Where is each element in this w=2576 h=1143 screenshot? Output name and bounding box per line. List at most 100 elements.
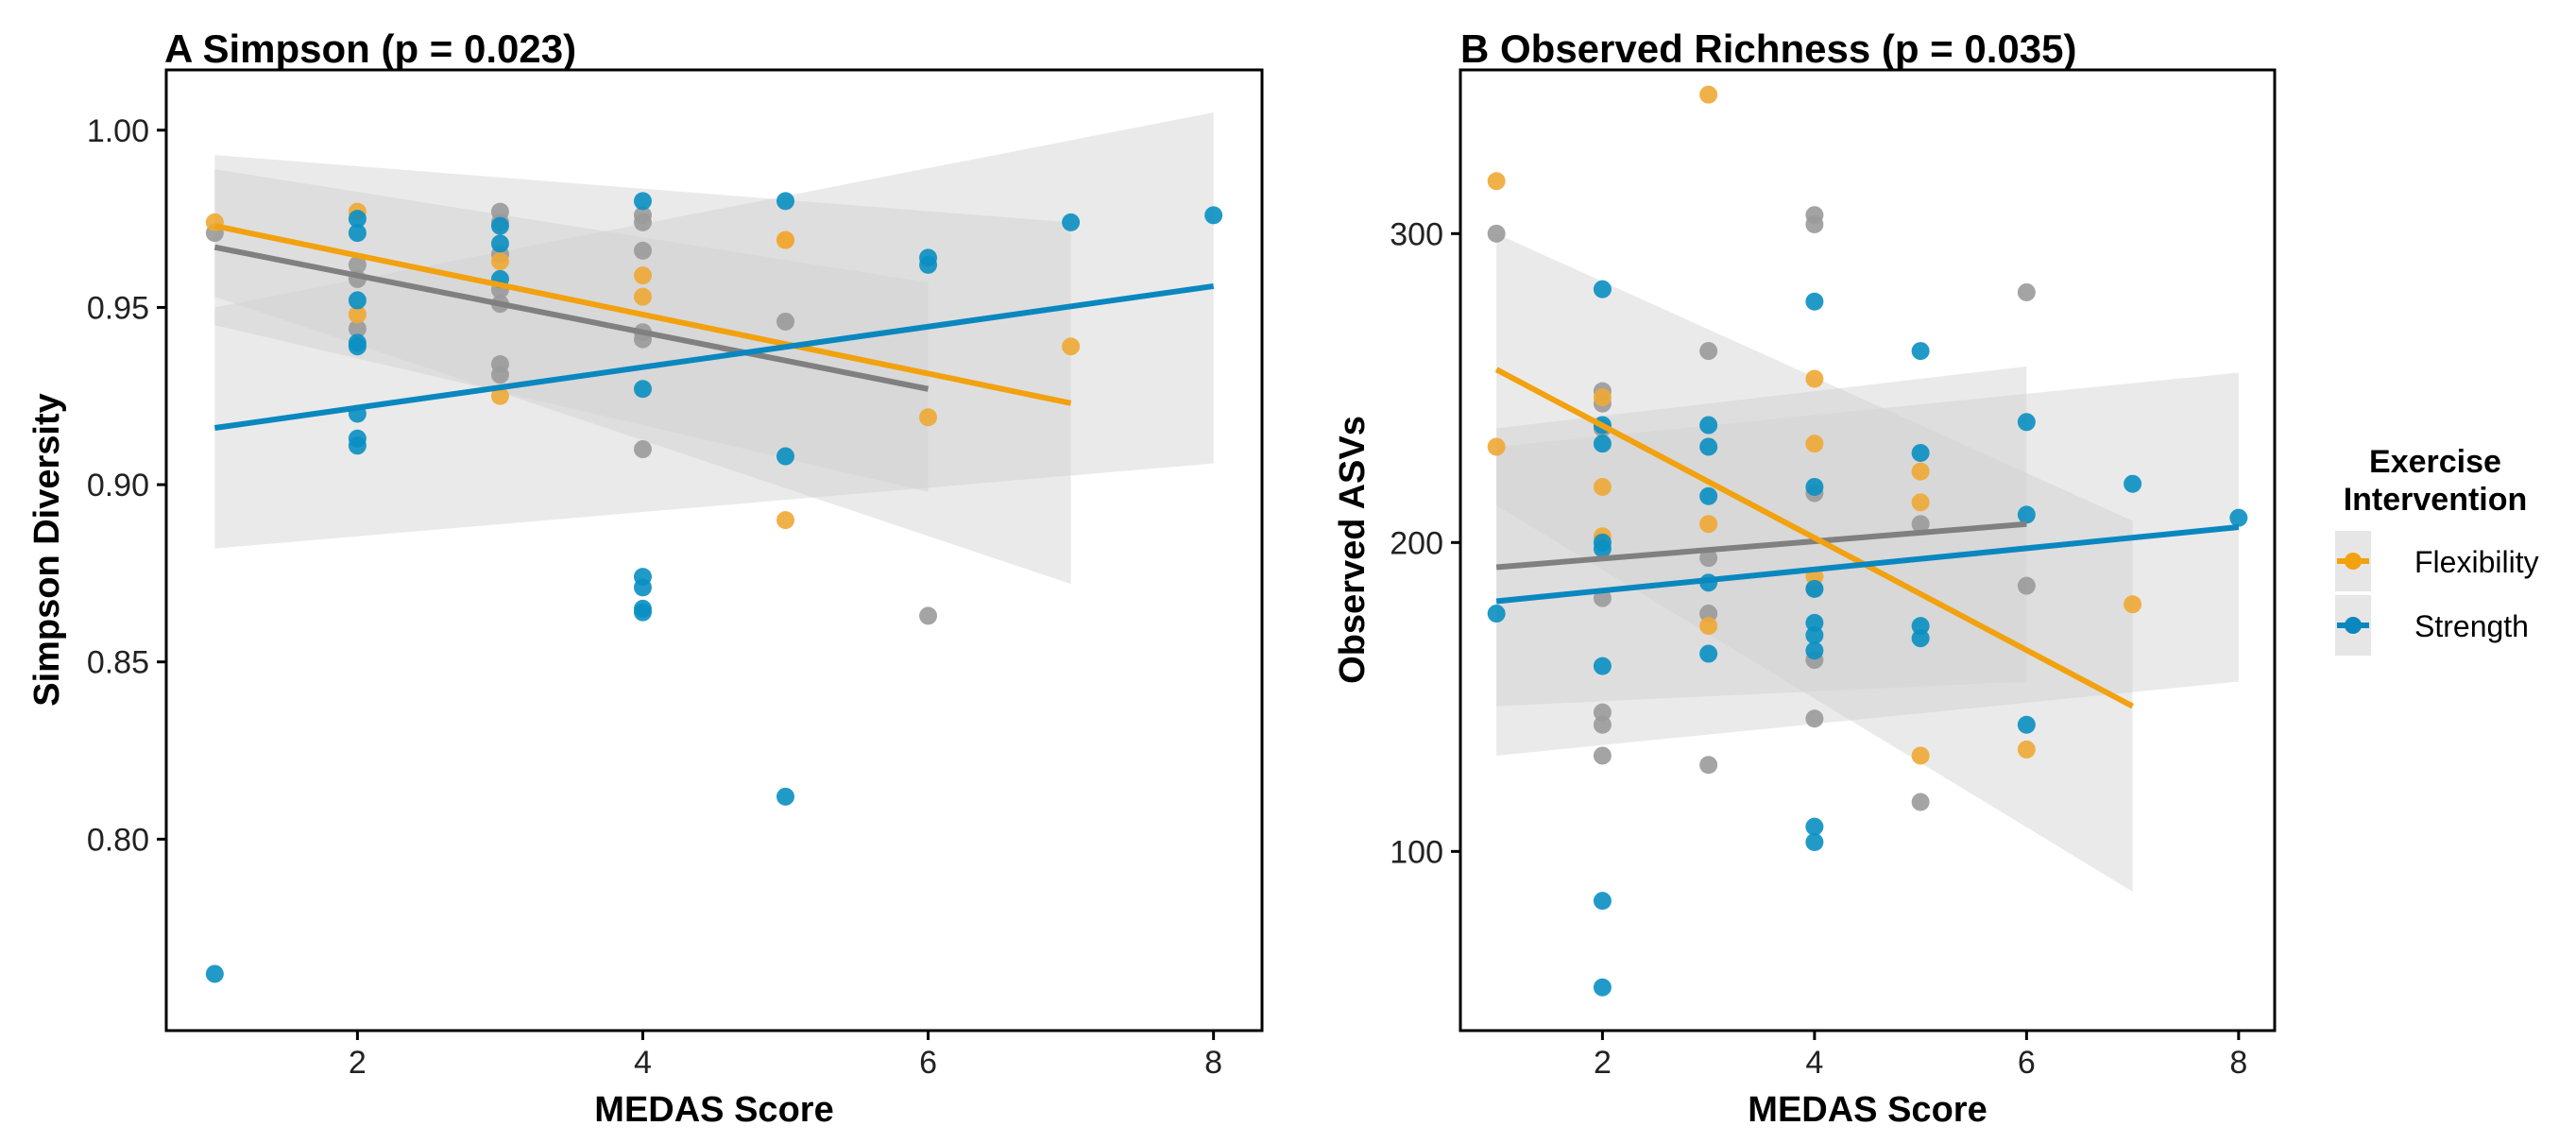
panel-a-simpson: A Simpson (p = 0.023) 2 4 6 8 0.80 0.85 0.90 0… — [27, 26, 1264, 1130]
panel-a-point-strength — [633, 578, 652, 597]
panel-b-point-control — [1699, 756, 1718, 775]
panel-b-point-control — [1805, 215, 1824, 234]
panel-b-point-control — [1699, 549, 1718, 568]
panel-b-point-strength — [1593, 978, 1612, 997]
panel-b-point-strength — [1805, 833, 1824, 852]
panel-b-plot-border — [1459, 68, 2277, 1032]
panel-b-point-control — [1911, 515, 1930, 534]
panel-a-point-strength — [348, 337, 367, 356]
panel-b-x-tick-label: 2 — [1594, 1045, 1612, 1081]
panel-a-point-strength — [919, 255, 938, 274]
panel-b-point-flexibility — [1805, 369, 1824, 388]
panel-b-point-flexibility — [1699, 85, 1718, 104]
panel-b-point-flexibility — [2017, 740, 2036, 759]
panel-a-point-strength — [490, 234, 509, 253]
panel-b-point-strength — [1805, 817, 1824, 836]
panel-a-y-tick-label: 0.90 — [87, 468, 149, 503]
panel-b-point-strength — [1699, 437, 1718, 456]
panel-a-point-control — [633, 213, 652, 231]
panel-a-point-control — [348, 319, 367, 338]
panel-b-point-strength — [1593, 435, 1612, 453]
panel-b-point-control — [2017, 282, 2036, 301]
panel-b-point-flexibility — [1487, 172, 1506, 191]
panel-b-point-control — [1699, 605, 1718, 623]
panel-a-point-strength — [348, 291, 367, 310]
panel-b-y-ticks: 100 200 300 — [1390, 216, 1460, 870]
panel-b-title: B Observed Richness (p = 0.035) — [1460, 26, 2076, 71]
panel-b-point-strength — [2017, 413, 2036, 432]
panel-b-point-strength — [1593, 892, 1612, 911]
panel-a-title: A Simpson (p = 0.023) — [164, 26, 576, 71]
panel-b-point-strength — [2017, 505, 2036, 524]
panel-b-points — [1487, 85, 2248, 997]
panel-b-point-control — [1805, 709, 1824, 728]
panel-b-point-control — [1593, 715, 1612, 734]
panel-a-fit-lines — [213, 223, 1215, 431]
panel-b-point-control — [1911, 793, 1930, 811]
panel-a-x-axis-title: MEDAS Score — [594, 1090, 833, 1130]
panel-a-point-strength — [348, 210, 367, 229]
panel-a-point-strength — [776, 787, 795, 806]
panel-a-point-strength — [348, 436, 367, 455]
panel-b-point-strength — [1805, 641, 1824, 660]
panel-a-point-strength — [1062, 213, 1081, 231]
panel-b-point-flexibility — [1911, 462, 1930, 481]
panel-a-points — [205, 192, 1223, 983]
panel-a-point-strength — [633, 380, 652, 399]
panel-a-point-control — [776, 312, 795, 331]
panel-a-x-tick-label: 6 — [919, 1045, 937, 1081]
panel-b-point-strength — [1593, 280, 1612, 299]
panel-a-point-control — [919, 606, 938, 625]
panel-a-point-strength — [633, 603, 652, 622]
panel-b-ci-band-flexibility — [1496, 233, 2133, 892]
panel-a-y-axis-title: Simpson Diversity — [27, 393, 67, 707]
panel-b-point-flexibility — [2124, 595, 2142, 614]
panel-a-point-strength — [1204, 206, 1223, 225]
legend-strength-label: Strength — [2414, 609, 2529, 643]
panel-b-point-flexibility — [1593, 388, 1612, 407]
panel-a-point-flexibility — [633, 287, 652, 306]
panel-b-y-tick-label: 100 — [1390, 834, 1443, 870]
panel-a-y-tick-label: 0.95 — [87, 290, 149, 326]
legend-title-line2: Intervention — [2344, 482, 2528, 518]
panel-a-point-flexibility — [919, 408, 938, 427]
panel-a-point-flexibility — [348, 305, 367, 324]
legend-flexibility-dot — [2345, 553, 2362, 570]
panel-b-point-strength — [1699, 416, 1718, 435]
panel-b-point-strength — [1911, 342, 1930, 361]
panel-a-y-tick-label: 0.80 — [87, 822, 149, 858]
panel-a-point-control — [633, 440, 652, 459]
panel-a-point-strength — [490, 216, 509, 235]
panel-a-point-flexibility — [776, 230, 795, 249]
panel-a-point-strength — [776, 192, 795, 211]
panel-a-point-flexibility — [633, 266, 652, 285]
panel-b-x-tick-label: 6 — [2018, 1045, 2036, 1081]
panel-a-ci-band-control — [214, 169, 929, 492]
panel-b-point-flexibility — [1805, 435, 1824, 453]
panel-a-fit-line-strength — [213, 282, 1215, 431]
panel-a-point-flexibility — [776, 511, 795, 530]
panel-a-point-flexibility — [1062, 337, 1081, 356]
panel-b-point-strength — [1805, 477, 1824, 496]
panel-a-plot-border — [164, 68, 1264, 1032]
panel-a-y-tick-label: 0.85 — [87, 645, 149, 681]
panel-a-x-tick-label: 4 — [634, 1045, 652, 1081]
panel-b-observed-richness: B Observed Richness (p = 0.035) 2 4 6 8 100… — [1333, 26, 2277, 1130]
panel-b-point-strength — [1593, 539, 1612, 558]
panel-b-fit-line-strength — [1495, 523, 2240, 605]
panel-a-point-control — [490, 366, 509, 384]
panel-a-x-tick-label: 2 — [349, 1045, 367, 1081]
panel-a-point-strength — [348, 224, 367, 243]
panel-b-point-strength — [1911, 443, 1930, 462]
panel-b-point-strength — [1487, 605, 1506, 623]
legend-item-strength: Strength — [2335, 595, 2529, 656]
panel-b-x-axis-title: MEDAS Score — [1748, 1090, 1987, 1130]
panel-a-x-tick-label: 8 — [1204, 1045, 1222, 1081]
panel-b-point-strength — [2124, 474, 2142, 493]
panel-b-point-control — [1593, 746, 1612, 765]
panel-b-point-strength — [1699, 644, 1718, 663]
panel-a-point-strength — [205, 964, 224, 983]
panel-b-x-ticks: 2 4 6 8 — [1594, 1031, 2247, 1081]
panel-b-point-strength — [2017, 715, 2036, 734]
